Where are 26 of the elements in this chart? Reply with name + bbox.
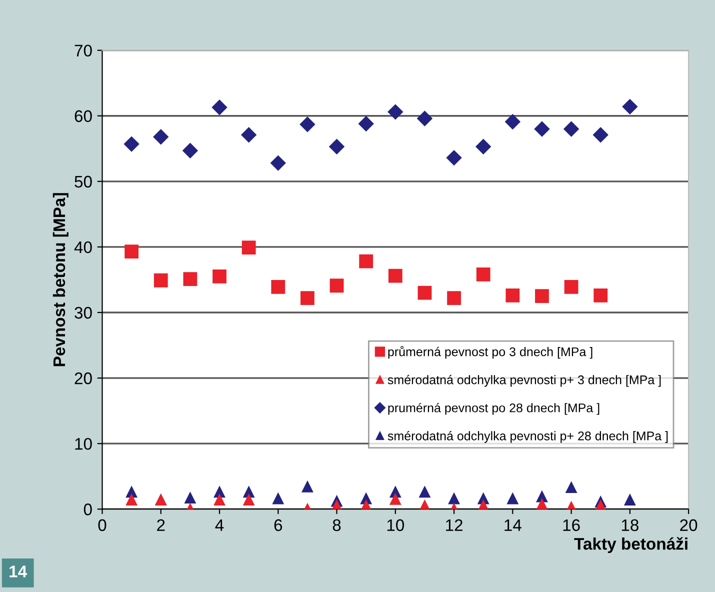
- y-tick-label: 50: [74, 176, 92, 188]
- x-tick-label: 20: [680, 519, 698, 532]
- x-tick-label: 6: [274, 519, 282, 532]
- x-tick-label: 16: [563, 519, 580, 532]
- y-tick-label: 70: [74, 44, 92, 57]
- y-tick-label: 0: [84, 504, 92, 516]
- legend-label: smérodatná odchylka pevnosti p+ 28 dnech [MPa ]: [388, 431, 668, 443]
- y-axis-title: Pevnost betonu [MPa]: [52, 193, 68, 366]
- x-tick-label: 10: [387, 519, 404, 532]
- x-tick-label: 2: [157, 519, 165, 531]
- y-tick-label: 20: [74, 372, 92, 384]
- x-tick-label: 18: [622, 519, 638, 532]
- legend-label: smérodatná odchylka pevnosti p+ 3 dnech [MPa ]: [388, 374, 661, 387]
- x-tick-label: 0: [98, 519, 106, 532]
- legend-label: průmerná pevnost po 3 dnech [MPa ]: [388, 346, 592, 359]
- y-tick-label: 40: [74, 241, 92, 254]
- x-axis-title: Takty betonáži: [574, 537, 688, 554]
- x-tick-label: 12: [446, 519, 462, 531]
- x-tick-label: 4: [215, 519, 224, 531]
- x-tick-label: 14: [504, 519, 522, 531]
- text: 14: [10, 566, 28, 578]
- x-tick-label: 8: [332, 519, 341, 532]
- y-tick-label: 30: [74, 306, 92, 319]
- y-tick-label: 10: [75, 438, 92, 450]
- legend-label: prumérná pevnost po 28 dnech [MPa ]: [388, 402, 600, 415]
- y-tick-label: 60: [74, 110, 92, 122]
